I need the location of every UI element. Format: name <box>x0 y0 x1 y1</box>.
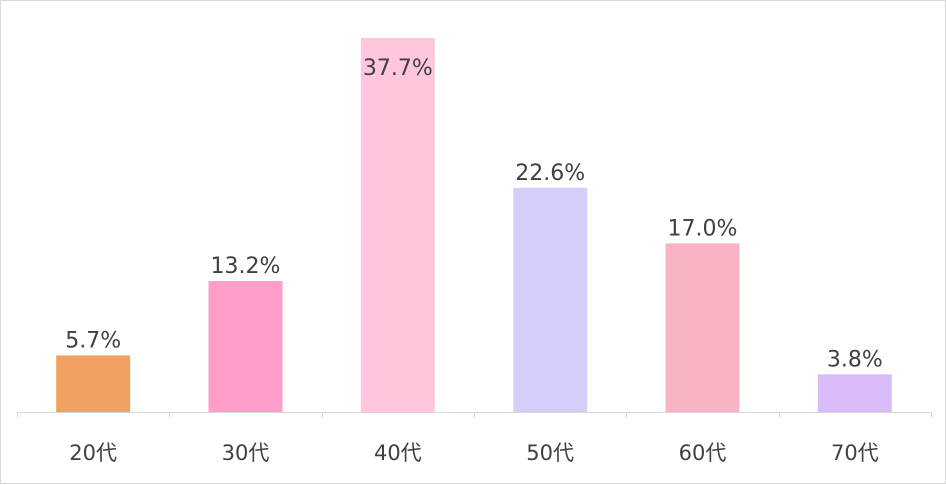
data-label: 13.2% <box>211 254 281 279</box>
category-label: 60代 <box>679 441 727 465</box>
category-label: 70代 <box>831 441 879 465</box>
bars-group <box>56 38 892 412</box>
category-label: 50代 <box>526 441 574 465</box>
data-label: 37.7% <box>363 56 433 81</box>
category-label: 20代 <box>69 441 117 465</box>
x-axis <box>17 412 932 418</box>
data-label: 17.0% <box>668 216 738 241</box>
data-label: 5.7% <box>65 328 121 353</box>
bar-40代 <box>360 38 435 412</box>
category-label: 30代 <box>222 441 270 465</box>
bar-20代 <box>56 355 131 412</box>
category-label: 40代 <box>374 441 422 465</box>
data-label: 3.8% <box>827 347 883 372</box>
category-labels-group: 20代 30代 40代 50代 60代 70代 <box>69 441 878 465</box>
value-labels-group: 5.7% 13.2% 37.7% 22.6% 17.0% 3.8% <box>65 56 883 372</box>
data-label: 22.6% <box>515 161 585 186</box>
bar-70代 <box>817 374 892 412</box>
bar-30代 <box>208 281 283 412</box>
bar-50代 <box>513 187 588 412</box>
bar-60代 <box>665 243 740 412</box>
